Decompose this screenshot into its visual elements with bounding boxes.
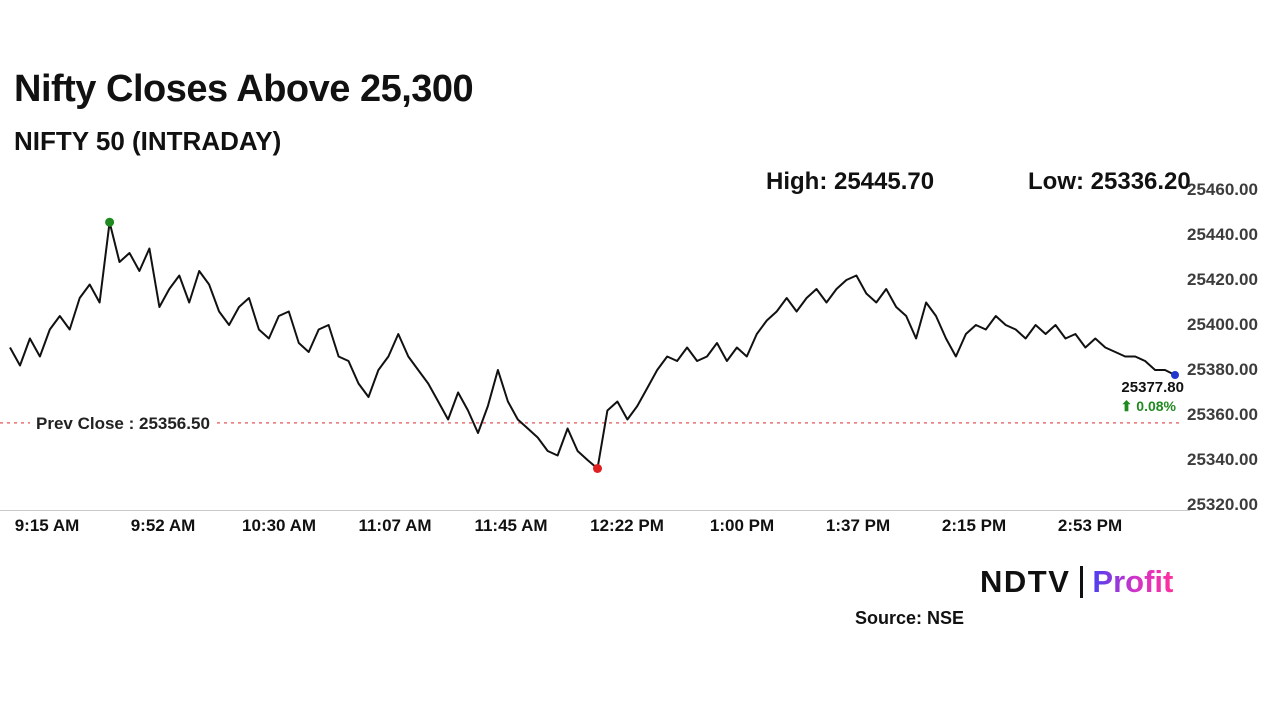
y-tick-label: 25440.00 xyxy=(1187,225,1258,244)
profit-logo-text: Profit xyxy=(1092,564,1174,599)
x-tick-label: 2:15 PM xyxy=(941,516,1007,535)
x-tick-label: 1:37 PM xyxy=(825,516,891,535)
x-axis-line xyxy=(0,510,1190,511)
chart-subtitle: NIFTY 50 (INTRADAY) xyxy=(14,126,282,156)
last-price-label: 25377.80 xyxy=(1121,379,1184,396)
y-tick-label: 25380.00 xyxy=(1187,360,1258,379)
ndtv-logo-text: NDTV xyxy=(980,564,1071,599)
y-tick-label: 25460.00 xyxy=(1187,180,1258,199)
x-tick-label: 9:52 AM xyxy=(130,516,196,535)
x-tick-label: 12:22 PM xyxy=(590,516,664,535)
high-value-label: High: 25445.70 xyxy=(766,168,935,195)
y-tick-label: 25400.00 xyxy=(1187,315,1258,334)
x-tick-label: 11:07 AM xyxy=(358,516,432,535)
y-axis-labels: 25320.00 25340.00 25360.00 25380.00 25400.00… xyxy=(1187,180,1279,520)
x-tick-label: 10:30 AM xyxy=(241,516,317,535)
logo-divider xyxy=(1080,566,1084,598)
y-tick-label: 25340.00 xyxy=(1187,450,1258,469)
prev-close-label: Prev Close : 25356.50 xyxy=(30,414,216,434)
x-tick-label: 11:45 AM xyxy=(474,516,548,535)
price-line xyxy=(9,221,1176,470)
high-marker xyxy=(105,217,115,227)
low-marker xyxy=(593,464,602,473)
page-title: Nifty Closes Above 25,300 xyxy=(14,68,474,110)
last-price-marker xyxy=(1171,371,1179,379)
y-tick-label: 25360.00 xyxy=(1187,405,1258,424)
x-tick-label: 2:53 PM xyxy=(1057,516,1123,535)
last-change: ⬆ 0.08% xyxy=(1120,398,1176,414)
x-tick-label: 1:00 PM xyxy=(709,516,775,535)
source-label: Source: NSE xyxy=(855,608,965,628)
intraday-line-chart xyxy=(0,217,1183,473)
ndtv-profit-logo: NDTV Profit xyxy=(980,564,1173,600)
y-tick-label: 25420.00 xyxy=(1187,270,1258,289)
x-tick-label: 9:15 AM xyxy=(14,516,80,535)
y-tick-label: 25320.00 xyxy=(1187,495,1258,514)
low-value-label: Low: 25336.20 xyxy=(1028,168,1191,195)
x-axis-labels: 9:15 AM 9:52 AM 10:30 AM 11:07 AM 11:45 AM 12… xyxy=(0,516,1190,542)
